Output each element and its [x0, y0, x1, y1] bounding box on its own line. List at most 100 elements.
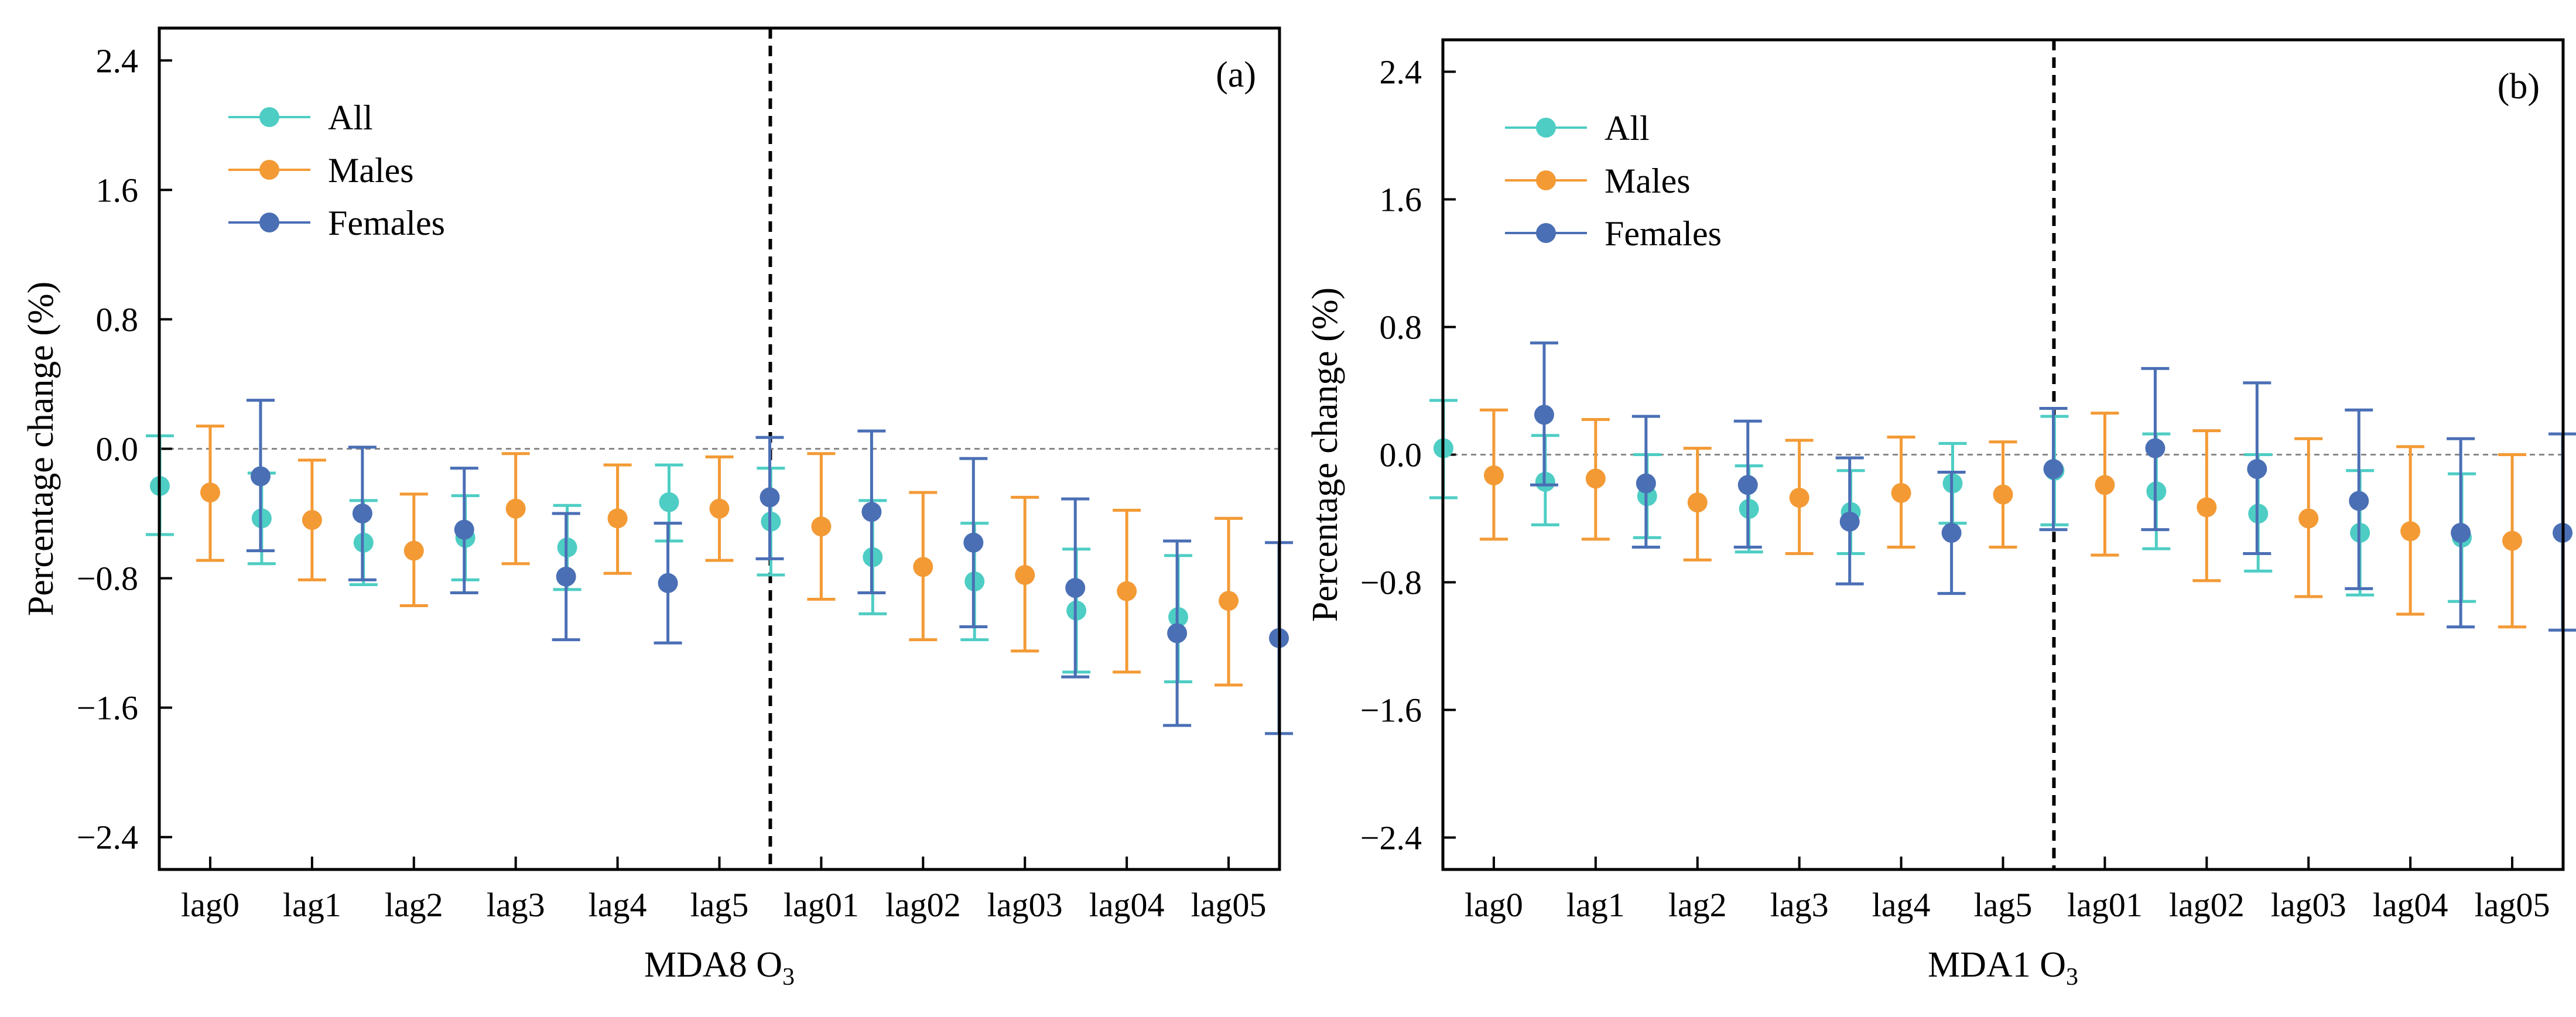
- point-males-lag5: [1993, 484, 2013, 505]
- point-males-lag01: [2095, 475, 2115, 495]
- x-tick-label: lag01: [2067, 886, 2143, 924]
- x-tick-label: lag5: [690, 886, 749, 924]
- x-tick-label: lag0: [181, 886, 240, 924]
- x-tick-label: lag5: [1974, 886, 2033, 924]
- x-axis-title-main: MDA8 O: [644, 945, 782, 985]
- legend-marker-females: [259, 213, 279, 232]
- x-axis-title-subscript: 3: [782, 964, 795, 991]
- x-tick-label: lag05: [1191, 886, 1267, 924]
- point-males-lag2: [403, 540, 424, 561]
- point-females-lag4: [658, 573, 678, 593]
- x-tick-label: lag04: [1089, 886, 1165, 924]
- legend-label-males: Males: [328, 151, 414, 190]
- point-females-lag5: [760, 487, 780, 508]
- legend-marker-females: [1536, 223, 1556, 243]
- x-tick-label: lag02: [2169, 886, 2245, 924]
- point-females-lag03: [2349, 491, 2369, 511]
- x-tick-label: lag1: [283, 886, 341, 924]
- y-tick-label: −0.8: [1360, 564, 1422, 602]
- point-females-lag3: [1839, 511, 1860, 532]
- x-tick-label: lag03: [2271, 886, 2346, 924]
- plot-frame: [1441, 38, 2565, 871]
- x-tick-label: lag0: [1465, 886, 1523, 924]
- point-males-lag0: [1483, 465, 1504, 485]
- point-females-lag0: [250, 466, 271, 487]
- point-females-lag1: [1636, 473, 1656, 494]
- x-axis-title-main: MDA1 O: [1928, 945, 2066, 985]
- x-tick-label: lag2: [385, 886, 443, 924]
- point-males-lag03: [2298, 508, 2319, 529]
- y-tick-label: −2.4: [1360, 819, 1422, 857]
- x-tick-label: lag2: [1668, 886, 1727, 924]
- panel-a: −2.4 −1.6 −0.8 0.0 0.8 1.6 2.4 lag0 lag1 lag2 lag3…: [21, 26, 1294, 991]
- point-males-lag05: [1219, 591, 1239, 611]
- point-females-lag4: [1941, 523, 1962, 543]
- x-tick-label: lag3: [1770, 886, 1829, 924]
- plot-frame: [158, 26, 1281, 871]
- point-females-lag04: [1167, 623, 1188, 643]
- point-males-lag2: [1687, 492, 1708, 513]
- legend-label-males: Males: [1605, 162, 1691, 200]
- point-females-lag1: [352, 504, 372, 524]
- y-axis-title: Percentage change (%): [1305, 287, 1345, 622]
- y-tick-label: 0.0: [96, 430, 139, 468]
- y-tick-label: 2.4: [96, 42, 139, 80]
- x-tick-label: lag03: [987, 886, 1063, 924]
- panel-label: (b): [2498, 67, 2540, 107]
- x-tick-label: lag4: [1872, 886, 1931, 924]
- x-axis-title: MDA1 O3: [1928, 945, 2078, 991]
- point-females-lag3: [556, 566, 576, 587]
- point-males-lag4: [607, 508, 628, 529]
- y-tick-label: −1.6: [77, 689, 138, 727]
- legend-label-all: All: [328, 98, 373, 137]
- point-males-lag4: [1891, 482, 1911, 503]
- point-males-lag5: [709, 498, 730, 519]
- y-tick-label: 1.6: [96, 171, 139, 209]
- x-tick-label: lag02: [885, 886, 961, 924]
- y-tick-label: 0.8: [96, 300, 139, 338]
- point-females-lag02: [2247, 459, 2267, 480]
- point-females-lag0: [1534, 405, 1554, 425]
- x-tick-label: lag1: [1566, 886, 1625, 924]
- x-axis-title-subscript: 3: [2066, 964, 2078, 991]
- legend-label-females: Females: [328, 204, 445, 242]
- y-tick-label: −2.4: [77, 819, 138, 857]
- x-tick-label: lag3: [487, 886, 545, 924]
- x-tick-label: lag05: [2475, 886, 2550, 924]
- point-all-lag5: [659, 492, 679, 512]
- x-tick-label: lag4: [589, 886, 647, 924]
- panel-b: −2.4 −1.6 −0.8 0.0 0.8 1.6 2.4 lag0 lag1 lag2 lag3…: [1305, 38, 2576, 991]
- point-males-lag01: [811, 516, 832, 537]
- point-females-lag02: [963, 532, 984, 553]
- legend-label-all: All: [1605, 109, 1650, 148]
- point-males-lag1: [302, 510, 322, 530]
- point-males-lag04: [1117, 581, 1137, 601]
- legend-marker-all: [259, 107, 279, 127]
- point-males-lag3: [505, 498, 526, 519]
- point-females-lag2: [1737, 475, 1758, 495]
- point-males-lag3: [1789, 488, 1809, 508]
- legend-marker-males: [259, 160, 279, 180]
- panel-label: (a): [1216, 55, 1256, 95]
- y-tick-label: 2.4: [1380, 53, 1422, 91]
- point-females-lag04: [2451, 523, 2471, 543]
- y-tick-label: 1.6: [1380, 181, 1422, 219]
- point-males-lag02: [2197, 497, 2217, 518]
- y-axis-title: Percentage change (%): [21, 282, 61, 616]
- point-males-lag05: [2502, 530, 2523, 551]
- point-males-lag1: [1585, 468, 1606, 489]
- legend-label-females: Females: [1605, 214, 1722, 253]
- x-tick-label: lag01: [784, 886, 859, 924]
- point-males-lag0: [200, 482, 220, 503]
- point-females-lag03: [1065, 578, 1086, 598]
- legend-marker-males: [1536, 170, 1556, 190]
- point-males-lag04: [2400, 521, 2421, 542]
- y-tick-label: −0.8: [77, 560, 138, 598]
- point-females-lag2: [454, 519, 474, 540]
- point-females-lag01: [861, 502, 882, 522]
- y-tick-label: 0.8: [1380, 309, 1422, 347]
- x-axis-title: MDA8 O3: [644, 945, 795, 991]
- y-tick-label: −1.6: [1360, 691, 1422, 730]
- point-males-lag02: [913, 557, 933, 577]
